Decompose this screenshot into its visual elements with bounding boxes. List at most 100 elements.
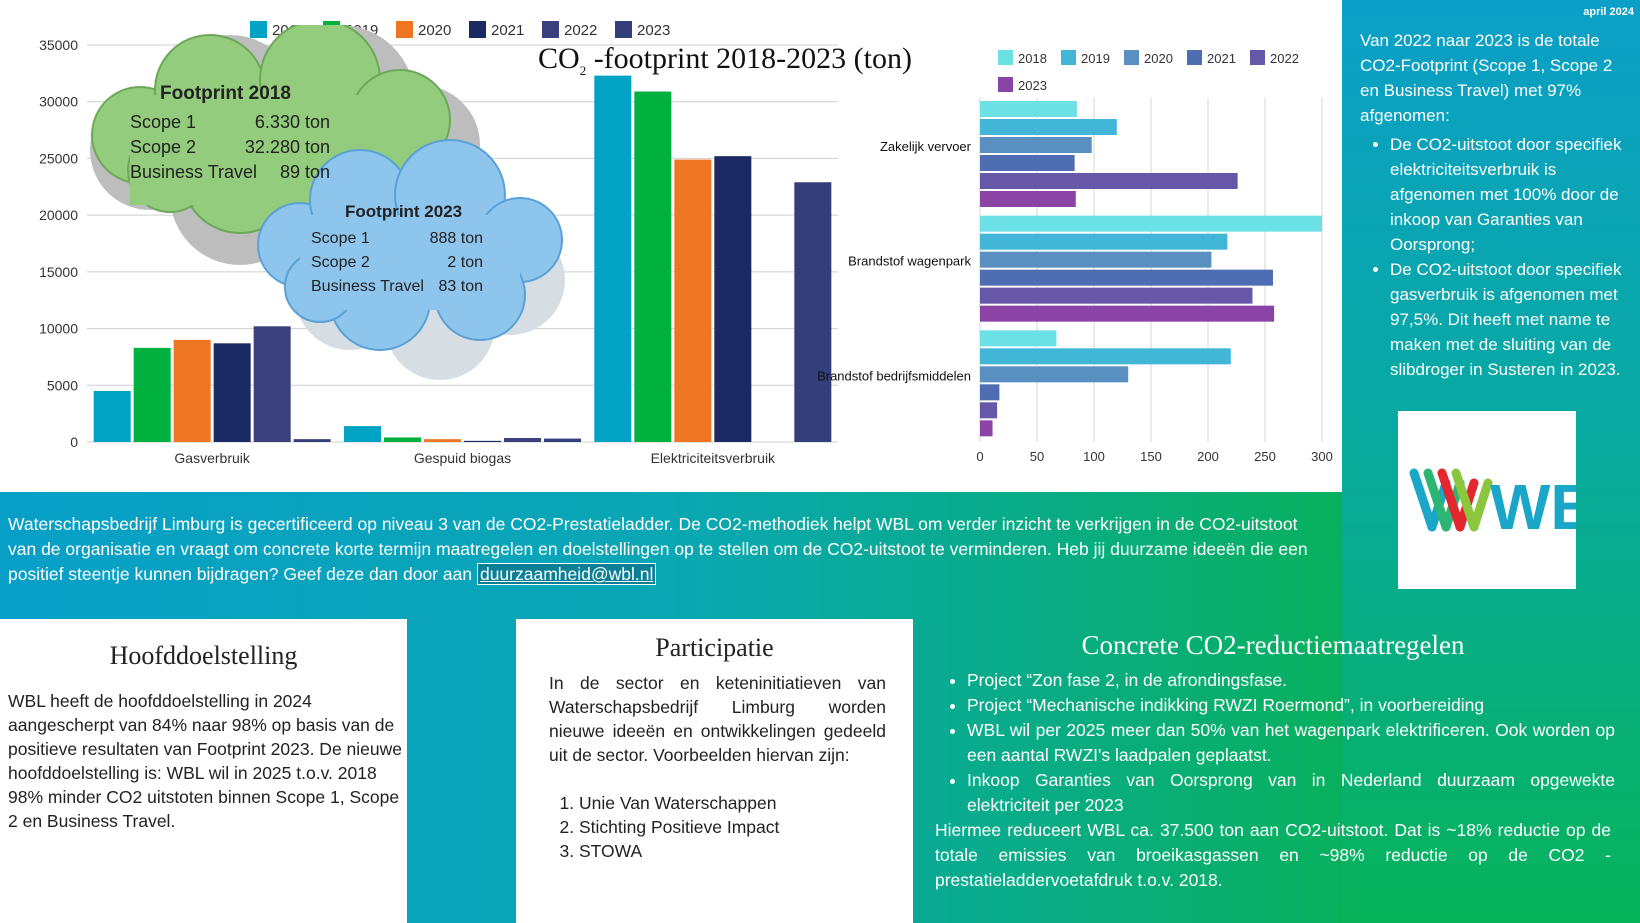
email-link[interactable]: duurzaamheid@wbl.nl	[476, 563, 657, 585]
bar	[980, 287, 1253, 304]
hoofddoelstelling-card: Hoofddoelstelling WBL heeft de hoofddoel…	[0, 619, 407, 923]
y-tick-label: 25000	[39, 150, 78, 166]
y-tick-label: 35000	[39, 37, 78, 53]
maatregelen-conclusion: Hiermee reduceert WBL ca. 37.500 ton aan…	[935, 820, 1611, 890]
bar	[634, 91, 672, 443]
participatie-title: Participatie	[655, 633, 774, 662]
legend-label: 2021	[491, 22, 524, 39]
bar	[980, 215, 1322, 232]
x-category-label: Gasverbruik	[174, 450, 250, 466]
maatregel-bullet: Project “Mechanische indikking RWZI Roer…	[967, 693, 1615, 718]
summary-text: Van 2022 naar 2023 is de totale CO2-Foot…	[1360, 28, 1632, 382]
bar	[253, 326, 291, 442]
x-category-label: Elektriciteitsverbruik	[651, 450, 776, 466]
cloud-2023-fill	[300, 215, 520, 310]
legend-label: 2019	[1081, 51, 1110, 66]
maatregel-bullet: Inkoop Garanties van Oorsprong van in Ne…	[967, 768, 1615, 818]
bar	[93, 390, 131, 442]
bar	[674, 159, 712, 442]
x-tick-label: 0	[976, 449, 983, 464]
legend-label: 2022	[564, 22, 597, 39]
x-tick-label: 150	[1140, 449, 1162, 464]
x-tick-label: 200	[1197, 449, 1219, 464]
x-tick-label: 250	[1254, 449, 1276, 464]
transport-bar-chart: 0 50 100 150 200 250 300 Zakelijk vervoer Brands…	[817, 50, 1333, 464]
y-tick-label: 30000	[39, 94, 78, 110]
legend-label: 2021	[1207, 51, 1236, 66]
mission-text: Waterschapsbedrijf Limburg is gecertific…	[8, 514, 1308, 585]
legend-label: 2023	[1018, 78, 1047, 93]
y-tick-label: 20000	[39, 207, 78, 223]
bar	[980, 366, 1129, 383]
x-tick-label: 300	[1311, 449, 1333, 464]
maatregelen-title: Concrete CO2-reductiemaatregelen	[1081, 630, 1465, 660]
bar	[173, 339, 211, 442]
bar	[293, 439, 331, 442]
summary-panel: april 2024 Van 2022 naar 2023 is de tota…	[1342, 0, 1640, 923]
hoofddoelstelling-text: WBL heeft de hoofddoelstelling in 2024 a…	[8, 691, 402, 831]
legend-swatch	[1250, 50, 1265, 65]
y-category-label: Zakelijk vervoer	[880, 139, 972, 154]
legend-label: 2020	[418, 22, 451, 39]
legend-swatch	[250, 21, 267, 38]
bar	[980, 251, 1212, 268]
summary-bullet: De CO2-uitstoot door specifiek gasverbru…	[1390, 257, 1632, 382]
bar	[594, 75, 632, 442]
bar	[980, 305, 1275, 322]
participatie-list: Unie Van Waterschappen Stichting Positie…	[551, 791, 913, 863]
y-tick-label: 15000	[39, 264, 78, 280]
legend-label: 2022	[1270, 51, 1299, 66]
bar	[980, 101, 1077, 117]
list-item: Stichting Positieve Impact	[579, 815, 913, 839]
bar	[980, 233, 1228, 250]
bar	[980, 269, 1273, 286]
y-tick-label: 0	[70, 434, 78, 450]
maatregelen-list: Project “Zon fase 2, in de afrondingsfas…	[935, 668, 1615, 893]
y-tick-label: 5000	[47, 377, 78, 393]
cloud-2018-rows: Scope 1 6.330 ton Scope 2 32.280 ton Busin…	[130, 110, 330, 185]
cloud-2023-row-scope1: Scope 1 888 ton	[311, 230, 483, 247]
bar	[980, 137, 1092, 153]
y-category-label: Brandstof bedrijfsmiddelen	[817, 368, 971, 383]
bar	[464, 440, 501, 442]
hoofddoelstelling-title: Hoofddoelstelling	[109, 641, 298, 670]
cloud-2023-title: Footprint 2023	[345, 202, 463, 221]
summary-intro: Van 2022 naar 2023 is de totale CO2-Foot…	[1360, 31, 1613, 125]
legend-swatch	[1124, 50, 1139, 65]
legend-swatch	[998, 77, 1013, 92]
bar	[980, 119, 1117, 135]
list-item: STOWA	[579, 839, 913, 863]
y-tick-label: 10000	[39, 321, 78, 337]
summary-bullets: De CO2-uitstoot door specifiek elektrici…	[1360, 132, 1632, 382]
participatie-text: In de sector en keteninitiatieven van Wa…	[549, 673, 886, 765]
bar	[980, 384, 1000, 401]
legend-swatch	[1061, 50, 1076, 65]
summary-bullet: De CO2-uitstoot door specifiek elektrici…	[1390, 132, 1632, 257]
legend-swatch	[542, 21, 559, 38]
bar	[980, 173, 1238, 189]
maatregel-bullet: WBL wil per 2025 meer dan 50% van het wa…	[967, 718, 1615, 768]
bar	[213, 343, 251, 442]
maatregel-bullet: Project “Zon fase 2, in de afrondingsfas…	[967, 668, 1615, 693]
wbl-logo-icon: WBL	[1409, 468, 1636, 543]
bar	[504, 438, 541, 442]
bar	[980, 191, 1076, 207]
bar	[714, 156, 752, 442]
maatregelen-bullets: Project “Zon fase 2, in de afrondingsfas…	[935, 668, 1615, 818]
date-label: april 2024	[1583, 6, 1634, 18]
chart-panel: 0 5000 10000 15000 20000 25000 30000 35000 Gasve…	[0, 0, 1342, 492]
x-category-label: Gespuid biogas	[414, 450, 511, 466]
bar	[384, 437, 421, 442]
bar	[980, 155, 1075, 171]
bar	[344, 426, 381, 442]
legend-label: 2020	[1144, 51, 1173, 66]
bar	[980, 348, 1231, 365]
cloud-2023-row-travel: Business Travel 83 ton	[311, 278, 483, 295]
logo-wordmark: WBL	[1490, 471, 1576, 543]
legend-swatch	[396, 21, 413, 38]
x-tick-label: 100	[1083, 449, 1105, 464]
legend-swatch	[469, 21, 486, 38]
footprint-clouds	[90, 25, 565, 380]
